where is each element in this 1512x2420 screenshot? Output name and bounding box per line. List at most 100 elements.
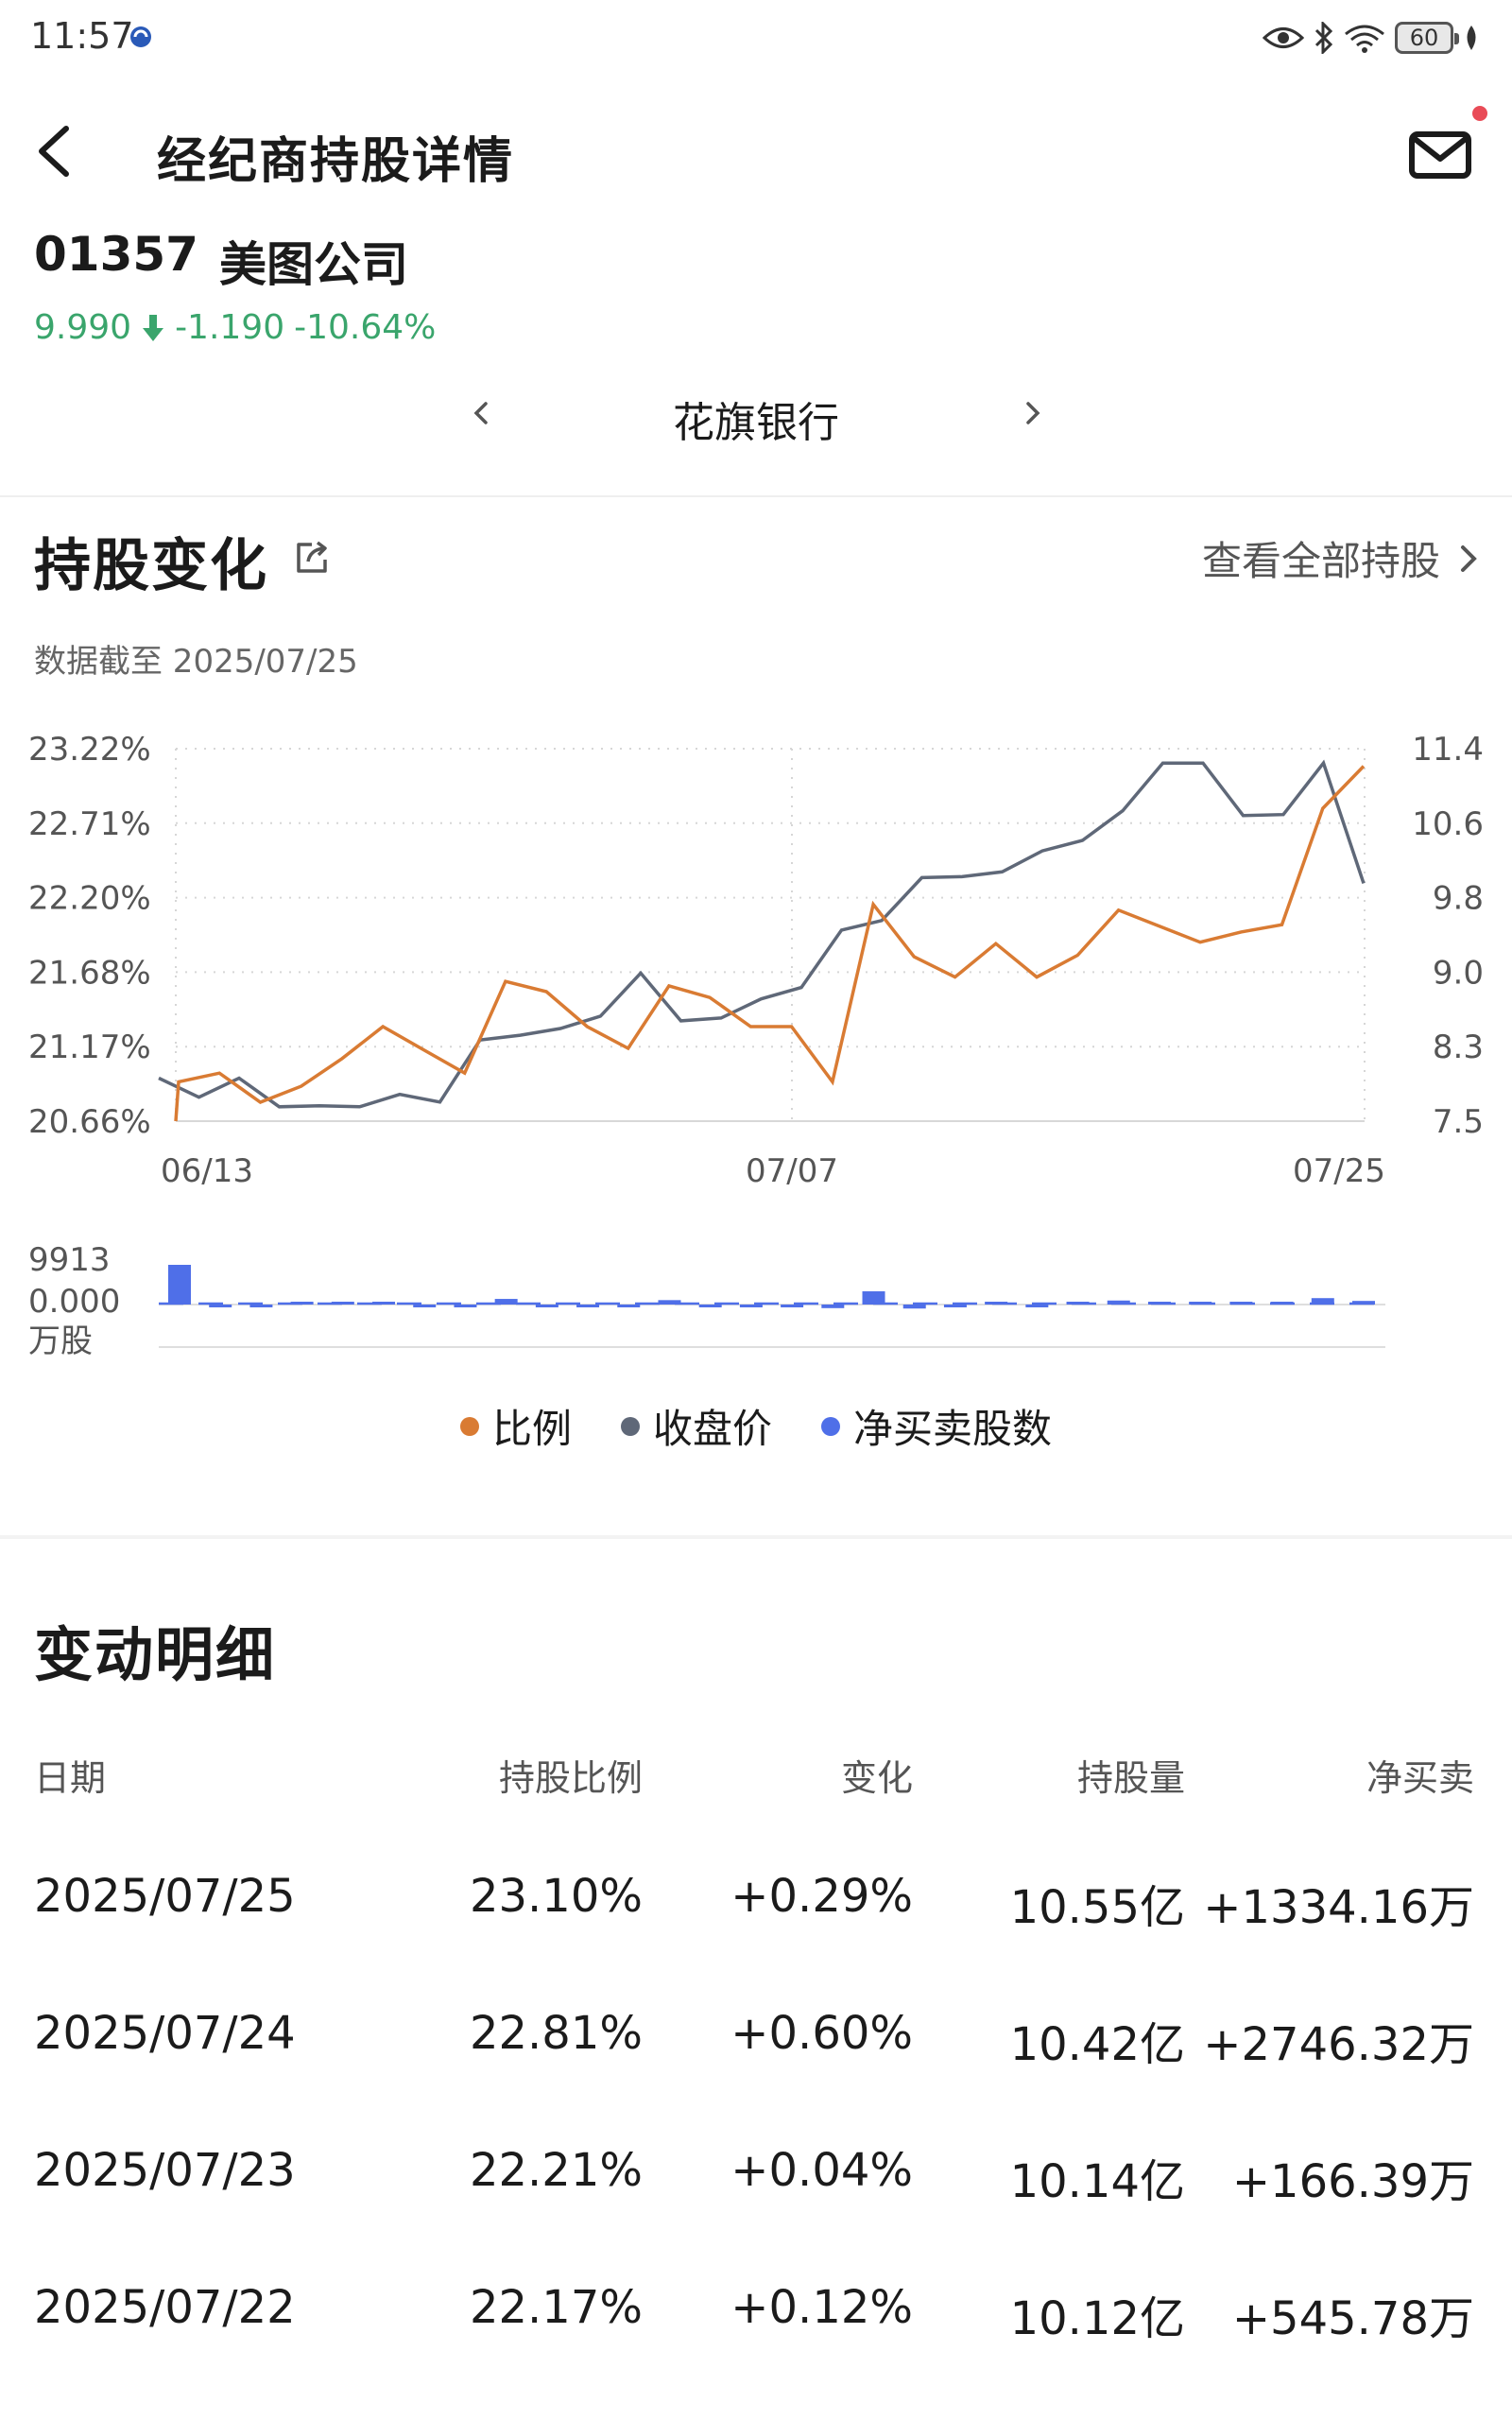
right-axis-tick-label: 10.6 [1412,805,1484,843]
volume-axis-unit: 万股 [28,1322,93,1360]
left-axis-tick-label: 21.17% [28,1028,151,1066]
table-row[interactable]: 2025/07/25 23.10% +0.29% 10.55亿 +1334.16… [0,1870,1512,1945]
cell-volume: 10.55亿 [1009,1881,1185,1934]
chart-legend: 比例 收盘价 净买卖股数 [0,1397,1512,1455]
legend-label-volume: 净买卖股数 [853,1406,1053,1452]
table-row[interactable]: 2025/07/24 22.81% +0.60% 10.42亿 +2746.32… [0,2007,1512,2083]
next-broker-button[interactable] [1013,394,1051,432]
stock-name: 美图公司 [218,237,408,292]
right-axis-tick-label: 11.4 [1412,731,1484,769]
cell-volume: 10.12亿 [1009,2292,1185,2345]
cell-ratio: 22.21% [469,2144,643,2197]
header-ratio: 持股比例 [498,1757,643,1799]
x-axis-ticks: 06/13 07/07 07/25 [161,1152,1385,1190]
broker-name[interactable]: 花旗银行 [673,399,839,447]
volume-bar [535,1305,558,1307]
back-button[interactable] [25,117,93,185]
notification-dot [1472,106,1487,121]
section-divider [0,1535,1512,1539]
x-axis-tick-label: 06/13 [161,1152,253,1190]
right-axis-tick-label: 7.5 [1433,1103,1484,1141]
volume-bar [658,1300,681,1305]
volume-bar [617,1305,641,1307]
mail-icon[interactable] [1402,115,1478,191]
volume-bar [454,1305,477,1307]
status-bar: 11:57 60 [0,0,1512,76]
volume-bars [168,1265,1375,1309]
volume-bar [821,1305,845,1308]
cell-change: +0.60% [730,2007,913,2060]
volume-bar [331,1302,354,1305]
header-change: 变化 [840,1757,913,1799]
right-axis-ticks: 11.4 10.6 9.8 9.0 8.3 7.5 [1412,731,1484,1141]
price-change-pct: -10.64% [294,308,437,347]
cell-change: +0.04% [730,2144,913,2197]
battery-icon: 60 [1395,22,1459,54]
page-title: 经纪商持股详情 [157,133,515,190]
price-change: -1.190 [175,308,285,347]
volume-bar [1147,1302,1171,1305]
cell-volume: 10.42亿 [1009,2018,1185,2071]
stock-price: 9.990 [34,308,132,347]
volume-bar [1352,1301,1375,1305]
right-axis-tick-label: 9.8 [1433,880,1484,918]
volume-axis-zero: 0.000 [28,1283,120,1321]
data-date: 数据截至 2025/07/25 [34,643,358,681]
section-title-holding-change: 持股变化 [34,533,268,599]
status-time: 11:57 [30,15,134,57]
divider [0,495,1512,497]
volume-bar [1189,1302,1212,1305]
cell-net: +1334.16万 [1203,1881,1474,1934]
series-line-ratio [174,765,1366,1122]
previous-broker-button[interactable] [463,394,501,432]
volume-bar [290,1302,314,1305]
chevron-right-icon [1461,544,1477,572]
table-row[interactable]: 2025/07/22 22.17% +0.12% 10.12亿 +545.78万 [0,2281,1512,2357]
cell-net: +545.78万 [1231,2292,1474,2345]
volume-bar [1270,1302,1294,1305]
leaf-icon [1467,26,1476,50]
cell-change: +0.12% [730,2281,913,2334]
legend-item-price[interactable]: 收盘价 [620,1397,772,1455]
volume-bar [985,1302,1008,1305]
holding-chart: 23.22% 22.71% 22.20% 21.68% 21.17% 20.66% 11.… [28,731,1484,1360]
arrow-down-icon [143,314,164,341]
battery-level: 60 [1409,25,1439,51]
bluetooth-icon [1314,22,1333,54]
legend-label-ratio: 比例 [491,1406,572,1452]
cell-ratio: 23.10% [469,1870,643,1923]
left-axis-tick-label: 23.22% [28,731,151,769]
view-all-holdings-link[interactable]: 查看全部持股 [1202,529,1480,587]
right-axis-tick-label: 8.3 [1433,1028,1484,1066]
section-title-detail: 变动明细 [34,1620,277,1689]
volume-bar [413,1305,437,1307]
cell-ratio: 22.81% [469,2007,643,2060]
legend-item-ratio[interactable]: 比例 [459,1397,572,1455]
volume-bar [372,1302,396,1305]
cell-net: +2746.32万 [1203,2018,1474,2071]
volume-bar [943,1305,967,1307]
volume-bar [1066,1302,1090,1305]
eye-icon [1263,27,1304,48]
volume-bar [862,1291,885,1305]
cell-date: 2025/07/22 [34,2281,296,2334]
volume-bar [698,1305,722,1307]
left-axis-tick-label: 22.71% [28,805,151,843]
share-icon[interactable] [291,537,333,579]
cell-date: 2025/07/25 [34,1870,296,1923]
wifi-icon [1345,25,1384,53]
cell-volume: 10.14亿 [1009,2155,1185,2208]
left-axis-tick-label: 21.68% [28,954,151,992]
table-header: 日期 持股比例 变化 持股量 净买卖 [0,1749,1512,1806]
volume-bar [1311,1298,1334,1305]
volume-bar [902,1305,926,1309]
legend-dot-price [620,1416,640,1436]
header-volume: 持股量 [1076,1757,1185,1799]
left-axis-tick-label: 22.20% [28,880,151,918]
table-row[interactable]: 2025/07/23 22.21% +0.04% 10.14亿 +166.39万 [0,2144,1512,2220]
legend-item-volume[interactable]: 净买卖股数 [821,1397,1052,1455]
volume-bar [168,1265,191,1305]
stock-header: 01357 美图公司 9.990 -1.190 -10.64% [34,227,436,347]
volume-bar [494,1299,518,1305]
volume-bar [249,1305,273,1307]
